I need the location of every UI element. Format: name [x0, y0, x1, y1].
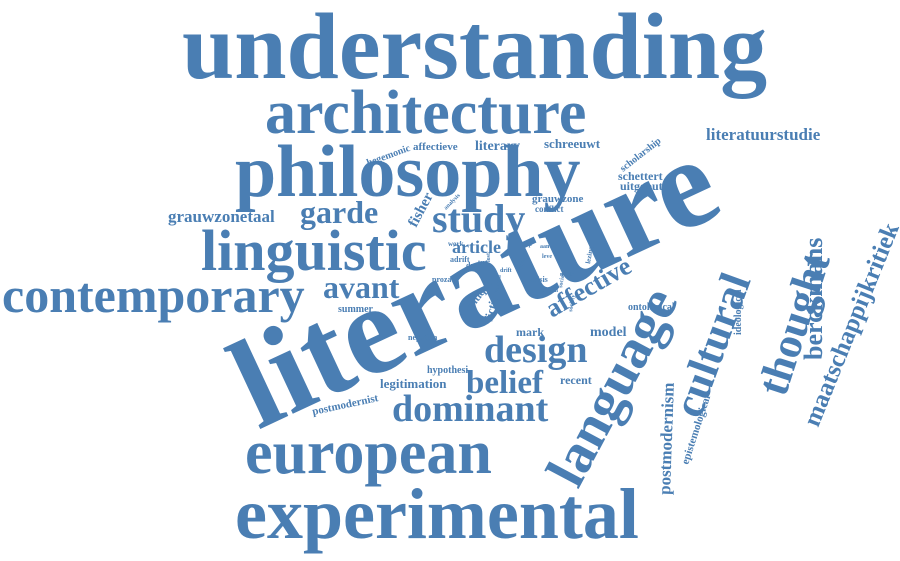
word-grauwzonetaal: grauwzonetaal	[168, 207, 275, 226]
word-architecture: architecture	[265, 79, 586, 147]
word-design: design	[484, 329, 587, 371]
word-ontological: ontological	[628, 302, 675, 313]
word-society: society	[568, 294, 577, 312]
word-postmodernism: postmodernism	[655, 382, 678, 495]
word-hypothesi: hypothesi	[427, 365, 468, 376]
word-drift: drift	[500, 268, 512, 274]
word-affectieve: affectieve	[413, 141, 458, 153]
word-literatuurstudie: literatuurstudie	[706, 125, 821, 144]
word-uitgeput: uitgeput	[620, 179, 663, 193]
word-crisis: crisis	[530, 275, 548, 284]
word-aan: aan	[540, 244, 550, 250]
word-schreeuwt: schreeuwt	[544, 136, 601, 151]
word-social: social	[558, 273, 566, 288]
word-adrift: adrift	[450, 255, 470, 264]
word-lezing: lezing	[584, 245, 595, 264]
word-model: model	[590, 325, 627, 340]
word-schettert: schettert	[618, 169, 663, 183]
word-negation: negation	[408, 333, 438, 342]
word-berckmans: berckmans	[799, 238, 828, 360]
word-keep: keep	[520, 242, 533, 248]
word-conflict: conflict	[535, 204, 564, 214]
word-summer: summer	[338, 304, 374, 315]
word-mark: mark	[516, 325, 544, 339]
word-ideological: ideological	[733, 289, 744, 335]
word-understanding: understanding	[182, 0, 767, 99]
word-recent: recent	[560, 373, 592, 387]
word-roman: roman	[494, 274, 503, 292]
word-contemporary: contemporary	[2, 267, 305, 323]
word-critical: critical	[540, 288, 558, 294]
word-grauwzone: grauwzone	[532, 193, 583, 205]
word-garde: garde	[300, 194, 378, 230]
word-article: article	[452, 237, 501, 257]
word-proza: proza	[432, 275, 451, 284]
word-philosophy: philosophy	[235, 131, 581, 213]
word-study: study	[432, 196, 525, 241]
word-literary: literary	[475, 139, 520, 154]
word-lost: lost	[486, 253, 492, 262]
word-legitimation: legitimation	[380, 376, 447, 391]
word-work: work	[448, 240, 464, 248]
word-european: european	[245, 419, 492, 487]
word-text: text	[478, 260, 488, 266]
word-belief: belief	[466, 365, 544, 401]
word-dominant: dominant	[392, 388, 549, 430]
word-avant: avant	[323, 269, 400, 305]
word-dutch: dutch	[466, 261, 486, 270]
word-experimental: experimental	[235, 474, 639, 554]
word-model2: model	[560, 272, 576, 278]
word-linguistic: linguistic	[201, 218, 427, 283]
word-leve: leve	[542, 254, 552, 260]
